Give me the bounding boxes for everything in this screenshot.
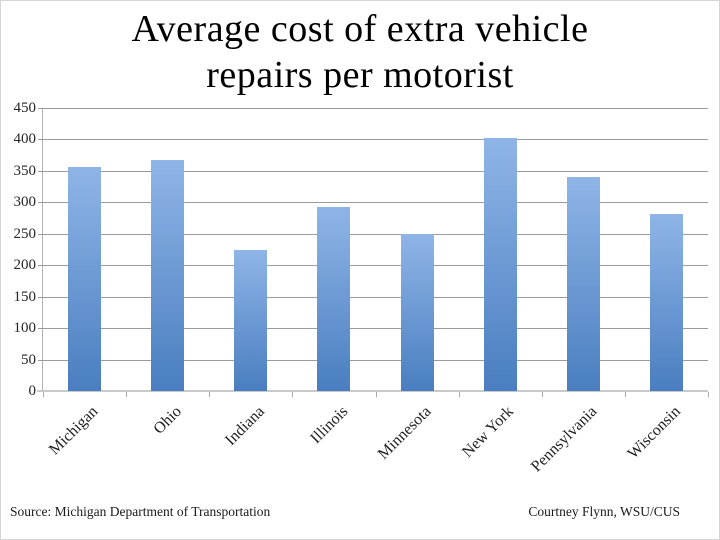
x-axis-tick [126, 392, 128, 397]
gridline-50 [38, 359, 708, 361]
bar-pennsylvania [566, 176, 600, 391]
y-tick-label-50: 50 [21, 351, 36, 368]
x-axis-tick [624, 392, 626, 397]
gridline-100 [38, 328, 708, 330]
y-tick-label-450: 450 [13, 100, 37, 116]
x-label-minnesota: Minnesota [374, 403, 435, 463]
x-axis-tick [292, 392, 294, 397]
bar-slot-new-york [459, 108, 542, 391]
x-label-indiana: Indiana [221, 403, 268, 449]
bar-slot-pennsylvania [542, 108, 625, 391]
y-tick-label-150: 150 [13, 288, 37, 305]
bar-new-york [483, 137, 517, 391]
y-tick-label-100: 100 [13, 320, 37, 337]
footer-source: Source: Michigan Department of Transport… [10, 504, 271, 519]
bar-illinois [317, 207, 351, 391]
y-tick-label-250: 250 [13, 225, 37, 242]
bar-slot-wisconsin [625, 108, 708, 391]
y-tick-label-200: 200 [13, 257, 37, 274]
y-tick-label-300: 300 [13, 194, 37, 211]
x-axis-tick [541, 392, 543, 397]
chart-title-line1: Average cost of extra vehicle [131, 8, 589, 50]
chart-title-line2: repairs per motorist [206, 54, 514, 96]
gridline-450 [38, 108, 708, 109]
bar-slot-indiana [209, 108, 292, 391]
x-label-michigan: Michigan [46, 403, 102, 459]
chart-title: Average cost of extra vehicle repairs pe… [0, 6, 720, 98]
y-tick-label-0: 0 [28, 383, 37, 399]
x-axis-line [37, 390, 708, 392]
gridline-200 [38, 265, 708, 267]
bar-slot-michigan [43, 108, 126, 391]
bar-ohio [151, 160, 185, 391]
bar-minnesota [400, 233, 434, 391]
gridline-350 [38, 170, 708, 172]
x-axis-tick [375, 392, 377, 397]
bars [43, 108, 708, 391]
bar-michigan [68, 166, 102, 391]
y-tick-label-400: 400 [13, 131, 37, 148]
gridline-150 [38, 296, 708, 298]
bar-slot-minnesota [376, 108, 459, 391]
x-axis-tick [43, 392, 44, 397]
plot-area [37, 108, 709, 397]
bar-slot-ohio [126, 108, 209, 391]
x-label-wisconsin: Wisconsin [624, 403, 684, 463]
x-axis-tick [209, 392, 211, 397]
footer-credit: Courtney Flynn, WSU/CUS [528, 504, 680, 519]
gridline-400 [38, 139, 708, 141]
gridline-250 [38, 233, 708, 235]
x-label-pennsylvania: Pennsylvania [527, 403, 601, 476]
x-axis-tick [708, 392, 709, 397]
x-label-illinois: Illinois [306, 403, 351, 448]
x-label-ohio: Ohio [150, 403, 185, 438]
x-axis-ticks [43, 391, 709, 397]
x-label-new-york: New York [459, 403, 518, 461]
gridline-300 [38, 202, 708, 204]
bar-slot-illinois [292, 108, 375, 391]
bar-wisconsin [649, 214, 683, 391]
bar-indiana [234, 249, 268, 391]
y-tick-label-350: 350 [13, 162, 37, 179]
x-axis-tick [458, 392, 460, 397]
y-axis-labels: 0 50 100 150 200 250 300 350 400 450 [0, 0, 37, 540]
